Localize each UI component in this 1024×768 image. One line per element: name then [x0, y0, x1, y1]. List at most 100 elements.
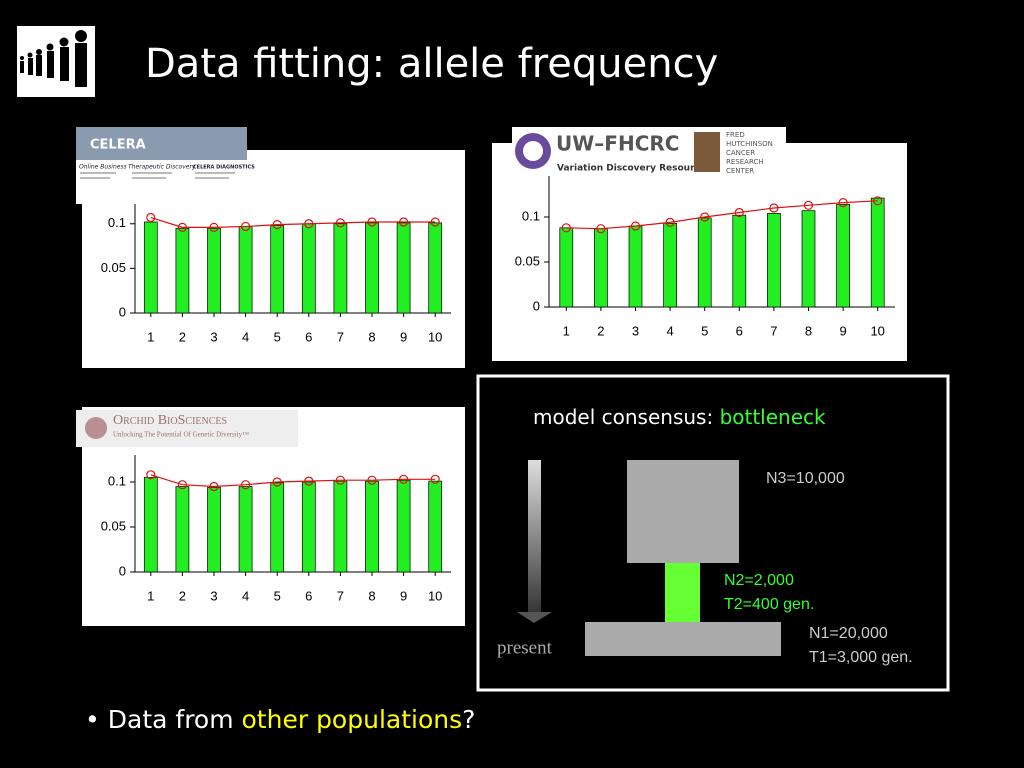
bar	[365, 222, 379, 314]
bar	[559, 227, 574, 308]
uw-logo: UW–FHCRC Variation Discovery Resource FR…	[512, 127, 786, 176]
bar	[333, 223, 348, 314]
bar	[238, 226, 253, 314]
fit-marker	[630, 221, 641, 231]
fit-marker	[399, 217, 409, 227]
logo-text: CELERA	[90, 138, 146, 153]
fit-line	[566, 200, 878, 230]
y-tick-label: 0	[119, 563, 126, 578]
logo-text: Unlocking The Potential Of Genetic Diver…	[113, 431, 249, 439]
fit-marker	[561, 223, 571, 233]
fit-marker	[367, 475, 377, 485]
x-tick-label: 3	[210, 329, 217, 344]
x-tick-label: 4	[242, 588, 249, 603]
fit-marker	[399, 474, 409, 484]
logo-text: CENTER	[726, 167, 754, 175]
x-tick-label: 7	[337, 588, 344, 603]
slide-title: Data fitting: allele frequency	[145, 41, 718, 87]
fit-marker	[873, 196, 883, 206]
y-tick-label: 0.1	[108, 473, 126, 488]
fit-marker	[272, 477, 282, 487]
bar	[143, 221, 158, 314]
bar	[365, 480, 379, 573]
logo-text: Therapeutic Discovery	[128, 164, 196, 171]
x-tick-label: 4	[242, 329, 249, 344]
time-arrow	[528, 460, 541, 615]
x-tick-label: 2	[597, 323, 604, 338]
n1-label: N1=20,000	[809, 625, 888, 642]
chart: 0 0.05 0.1 1 2 3 4 5 6 7 8 9 10	[101, 197, 451, 344]
x-tick-label: 10	[428, 329, 442, 344]
celera-logo: CELERA Online Business Therapeutic Disco…	[76, 127, 255, 204]
bar	[836, 204, 850, 308]
x-tick-label: 8	[368, 588, 375, 603]
logo-text: UW–FHCRC	[556, 132, 679, 156]
bar	[207, 227, 221, 314]
fit-marker	[596, 224, 606, 234]
bar	[143, 477, 158, 573]
fit-marker	[430, 217, 440, 227]
bar	[301, 223, 316, 314]
chart: 00.050.10.1512345678910	[515, 163, 895, 338]
bottleneck-diagram: model consensus: bottleneck present N3=1…	[476, 374, 950, 692]
y-tick-label: 0.05	[101, 518, 126, 533]
x-tick-label: 9	[400, 329, 407, 344]
x-tick-label: 5	[701, 323, 708, 338]
logo-text: RESEARCH	[726, 158, 764, 166]
people-icon	[17, 26, 95, 97]
model-name: bottleneck	[720, 405, 826, 429]
fit-marker	[241, 480, 251, 490]
fit-marker	[304, 219, 314, 229]
logo-text: Orchid BioSciences	[113, 413, 227, 428]
fit-marker	[665, 217, 675, 227]
x-tick-label: 3	[632, 323, 639, 338]
x-tick-label: 6	[305, 588, 312, 603]
bar	[175, 486, 190, 573]
x-tick-label: 7	[337, 329, 344, 344]
n3-label: N3=10,000	[766, 470, 845, 487]
bar	[870, 197, 885, 308]
fit-line	[150, 474, 436, 488]
x-tick-label: 1	[147, 588, 154, 603]
bullet-text: Data from	[108, 705, 242, 734]
fit-marker	[177, 480, 187, 490]
population-n3	[627, 460, 739, 563]
x-tick-label: 3	[210, 588, 217, 603]
arrow-head	[517, 612, 552, 623]
fit-marker	[241, 221, 251, 232]
population-n1	[585, 622, 781, 656]
x-tick-label: 8	[805, 323, 812, 338]
x-tick-label: 5	[274, 329, 281, 344]
fit-marker	[146, 212, 156, 223]
bar	[301, 481, 316, 573]
bar	[594, 228, 608, 308]
fit-marker	[734, 207, 744, 218]
y-tick-label: 0.1	[522, 208, 540, 223]
x-tick-label: 2	[179, 588, 186, 603]
heading-text: model consensus:	[533, 405, 720, 429]
x-tick-label: 10	[428, 588, 442, 603]
fit-marker	[177, 222, 187, 232]
bar	[428, 222, 443, 314]
fit-marker	[209, 481, 219, 492]
x-tick-label: 4	[666, 323, 673, 338]
bar	[238, 486, 253, 573]
fit-marker	[803, 200, 814, 210]
bullet-highlight: other populations	[242, 705, 463, 734]
fit-line	[150, 216, 436, 228]
x-tick-label: 9	[839, 323, 846, 338]
x-tick-label: 7	[770, 323, 777, 338]
logo-text: Online Business	[79, 164, 127, 171]
fit-marker	[209, 222, 219, 232]
bar	[270, 482, 285, 573]
fit-marker	[838, 198, 848, 208]
bullet-text: ?	[462, 705, 475, 734]
orchid-logo: Orchid BioSciences Unlocking The Potenti…	[76, 410, 298, 447]
logo-text: CANCER	[726, 149, 755, 157]
fit-marker	[430, 474, 440, 484]
bar	[663, 222, 677, 308]
fit-marker	[304, 476, 314, 486]
x-tick-label: 6	[305, 329, 312, 344]
bar	[207, 487, 221, 573]
fit-marker	[272, 220, 282, 230]
